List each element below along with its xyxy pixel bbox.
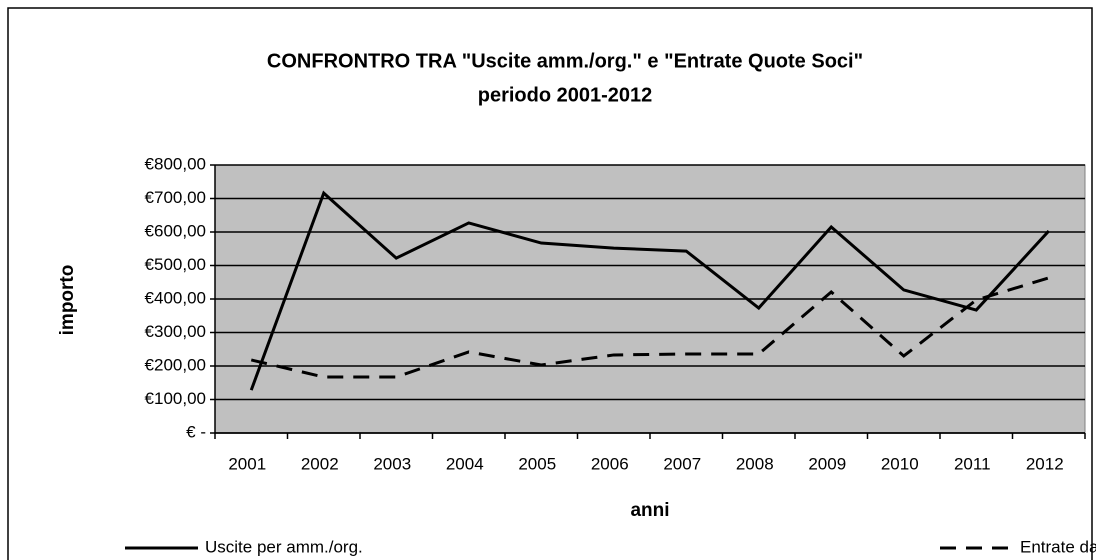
x-tick-label: 2006 xyxy=(591,454,629,473)
x-tick-label: 2005 xyxy=(518,454,556,473)
y-tick-label: €200,00 xyxy=(145,355,206,374)
x-tick-label: 2011 xyxy=(954,454,991,473)
chart-title: CONFRONTRO TRA "Uscite amm./org." e "Ent… xyxy=(267,50,863,72)
x-axis-label: anni xyxy=(630,500,669,521)
y-tick-label: €400,00 xyxy=(145,288,206,307)
y-tick-label: €100,00 xyxy=(145,389,206,408)
x-tick-label: 2001 xyxy=(228,454,266,473)
x-tick-label: 2009 xyxy=(808,454,846,473)
x-tick-label: 2003 xyxy=(373,454,411,473)
x-tick-label: 2007 xyxy=(663,454,701,473)
x-tick-label: 2004 xyxy=(446,454,484,473)
legend-label: Entrate da Quote soci xyxy=(1020,537,1096,556)
y-tick-label: €600,00 xyxy=(145,221,206,240)
x-tick-label: 2008 xyxy=(736,454,774,473)
y-tick-label: € - xyxy=(186,422,206,441)
y-tick-label: €500,00 xyxy=(145,255,206,274)
y-tick-label: €800,00 xyxy=(145,154,206,173)
legend-label: Uscite per amm./org. xyxy=(205,537,363,556)
x-tick-label: 2012 xyxy=(1026,454,1064,473)
y-tick-label: €700,00 xyxy=(145,188,206,207)
y-tick-label: €300,00 xyxy=(145,322,206,341)
y-axis-label: importo xyxy=(57,265,78,336)
series-line xyxy=(250,276,1050,379)
chart-subtitle: periodo 2001-2012 xyxy=(478,84,653,106)
x-tick-label: 2002 xyxy=(301,454,339,473)
series-line xyxy=(249,190,1050,391)
x-tick-label: 2010 xyxy=(881,454,919,473)
